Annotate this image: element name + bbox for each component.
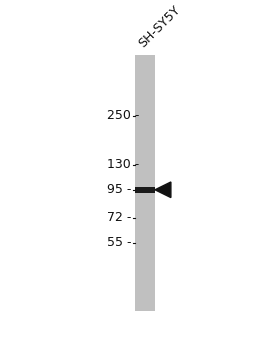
Polygon shape	[155, 182, 171, 198]
Text: 95 -: 95 -	[108, 183, 132, 196]
Text: SH-SY5Y: SH-SY5Y	[136, 4, 183, 50]
Bar	[135, 55, 155, 311]
Text: 250 -: 250 -	[108, 109, 140, 122]
Bar	[135, 187, 155, 193]
Text: 72 -: 72 -	[108, 211, 132, 224]
Text: 55 -: 55 -	[108, 236, 132, 249]
Text: 130 -: 130 -	[108, 158, 140, 171]
